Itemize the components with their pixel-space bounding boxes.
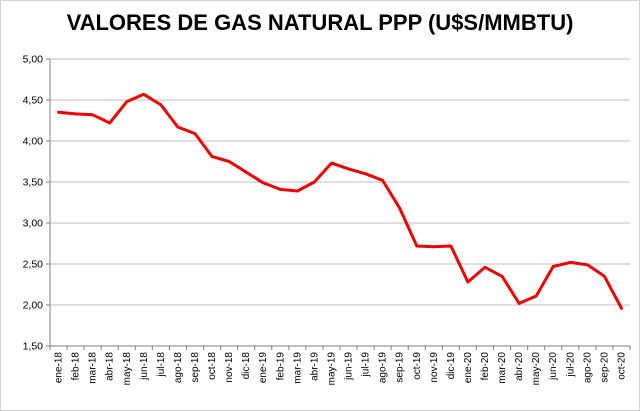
- x-tick-label: sep-20: [599, 352, 610, 383]
- data-point: [57, 111, 60, 114]
- x-tick-label: may-20: [531, 352, 542, 386]
- y-tick-label: 5,00: [23, 54, 44, 66]
- y-tick-label: 4,50: [23, 95, 44, 107]
- x-tick-label: dic-18: [241, 352, 252, 380]
- x-tick-label: ago-19: [378, 352, 389, 384]
- data-point: [176, 125, 180, 129]
- data-point: [244, 170, 248, 174]
- y-tick-label: 3,50: [23, 177, 44, 189]
- x-tick-label: ene-18: [54, 352, 65, 384]
- data-point: [279, 188, 282, 191]
- gridlines: [50, 58, 630, 347]
- x-tick-label: dic-19: [446, 352, 457, 380]
- data-point: [91, 113, 94, 116]
- x-tick-label: abr-19: [309, 352, 320, 381]
- x-tick-label: nov-18: [224, 352, 235, 383]
- data-point: [466, 280, 470, 284]
- x-tick-label: oct-20: [616, 352, 627, 380]
- data-point: [108, 121, 111, 125]
- data-point: [398, 207, 401, 210]
- x-tick-label: ago-18: [173, 352, 184, 384]
- data-point: [74, 112, 77, 116]
- data-point: [603, 275, 606, 278]
- data-point: [330, 161, 333, 165]
- data-point: [586, 263, 589, 267]
- x-tick-label: feb-20: [480, 352, 491, 381]
- x-tick-label: jul-19: [361, 352, 372, 378]
- series-line: [57, 92, 623, 310]
- x-tick-label: ene-20: [463, 352, 474, 384]
- data-point: [620, 307, 623, 310]
- data-point: [364, 172, 367, 175]
- x-tick-label: may-18: [122, 352, 133, 386]
- data-point: [415, 244, 418, 248]
- data-point: [210, 155, 214, 158]
- data-point: [449, 244, 453, 248]
- data-point: [552, 265, 555, 268]
- data-point: [227, 160, 231, 163]
- x-tick-label: sep-19: [395, 352, 406, 383]
- data-point: [347, 167, 350, 171]
- x-tick-label: may-19: [326, 352, 337, 386]
- x-tick-label: oct-19: [412, 352, 423, 380]
- data-point: [517, 302, 521, 305]
- y-tick-label: 4,00: [23, 136, 44, 148]
- y-tick-label: 3,00: [23, 218, 44, 230]
- data-point: [483, 266, 487, 269]
- series-layer: [57, 92, 623, 310]
- x-tick-label: feb-19: [275, 352, 286, 381]
- x-tick-label: sep-18: [190, 352, 201, 383]
- data-point: [296, 189, 299, 193]
- y-tick-label: 1,50: [23, 341, 44, 353]
- data-point: [142, 93, 146, 96]
- axes: [46, 58, 631, 350]
- data-point: [569, 261, 572, 264]
- y-tick-label: 2,00: [23, 300, 44, 312]
- x-tick-label: abr-20: [514, 352, 525, 381]
- x-tick-label: mar-20: [497, 352, 508, 384]
- data-point: [262, 181, 265, 185]
- x-tick-label: ago-20: [582, 352, 593, 384]
- x-tick-label: nov-19: [429, 352, 440, 383]
- data-point: [159, 103, 163, 107]
- data-point: [500, 275, 504, 278]
- x-tick-label: jul-18: [156, 352, 167, 378]
- x-axis-ticks: ene-18 feb-18 mar-18 abr-18 may-18 jun-18 jul-…: [54, 352, 628, 386]
- data-point: [381, 179, 384, 182]
- x-tick-label: ene-19: [258, 352, 269, 384]
- x-tick-label: mar-18: [88, 352, 99, 384]
- x-tick-label: jun-20: [548, 352, 559, 381]
- x-tick-label: jun-18: [139, 352, 150, 381]
- data-point: [193, 132, 197, 135]
- x-tick-label: oct-18: [207, 352, 218, 380]
- data-point: [313, 180, 316, 184]
- x-tick-label: jun-19: [344, 352, 355, 381]
- data-point: [432, 245, 436, 248]
- x-tick-label: feb-18: [71, 352, 82, 381]
- y-axis-ticks: 1,50 2,00 2,50 3,00 3,50 4,00 4,50 5,00: [23, 54, 44, 353]
- data-point: [534, 294, 538, 298]
- x-tick-label: abr-18: [105, 352, 116, 381]
- data-point: [125, 100, 128, 103]
- x-tick-label: mar-19: [292, 352, 303, 384]
- chart-title: VALORES DE GAS NATURAL PPP (U$S/MMBTU): [66, 10, 574, 35]
- y-tick-label: 2,50: [23, 259, 44, 271]
- x-tick-label: jul-20: [565, 352, 576, 378]
